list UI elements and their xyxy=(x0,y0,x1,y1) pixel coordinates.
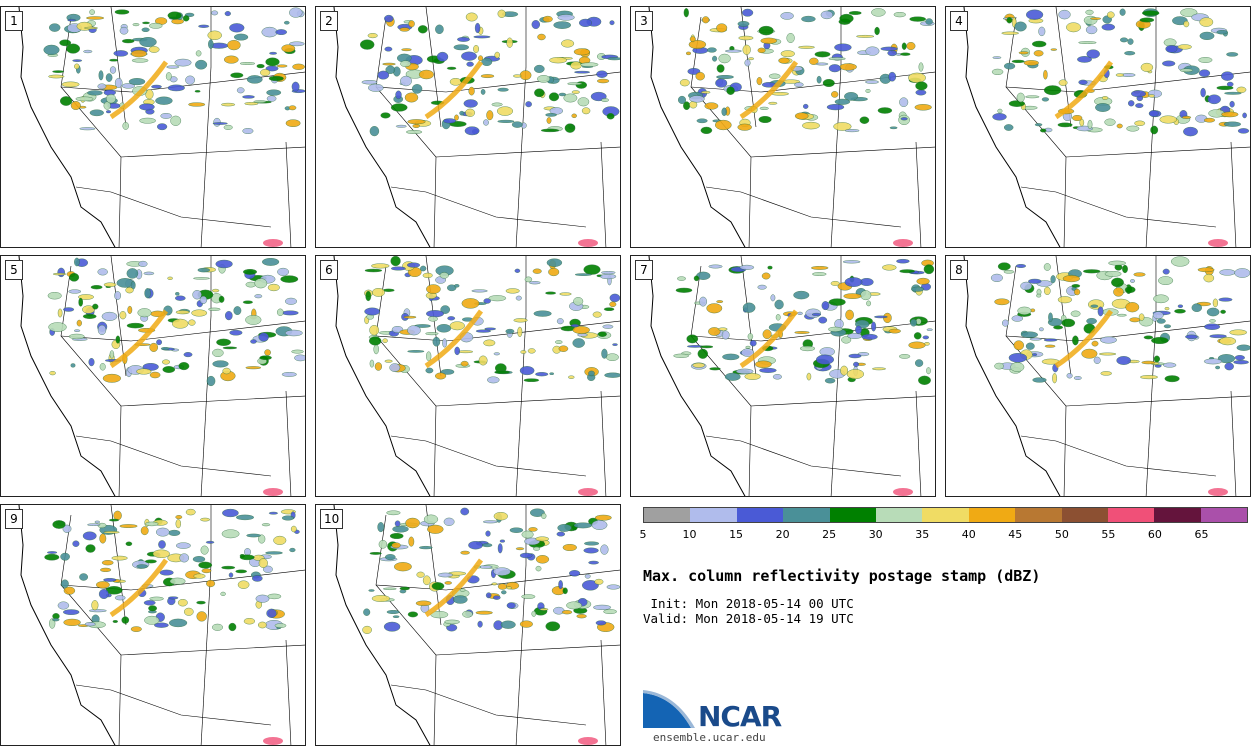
colorbar-tick-label: 65 xyxy=(1194,528,1209,541)
colorbar-tick-label: 25 xyxy=(822,528,837,541)
stamp-panel-7: 7 xyxy=(630,255,936,497)
colorbar-tick-label: 40 xyxy=(961,528,976,541)
ncar-logo-text: NCAR xyxy=(698,700,782,733)
map-region-icon xyxy=(648,256,935,496)
site-url: ensemble.ucar.edu xyxy=(653,731,766,744)
colorbar-segment xyxy=(783,508,830,522)
colorbar-segment xyxy=(1015,508,1062,522)
colorbar-segment xyxy=(690,508,737,522)
colorbar-tick-label: 60 xyxy=(1147,528,1162,541)
valid-time: Valid: Mon 2018-05-14 19 UTC xyxy=(643,611,854,626)
stamp-panel-3: 3 xyxy=(630,6,936,248)
colorbar-segment xyxy=(1200,508,1248,522)
map-region-icon xyxy=(963,7,1250,247)
colorbar-tick-label: 10 xyxy=(682,528,697,541)
stamp-panel-5: 5 xyxy=(0,255,306,497)
stamp-panel-1: 1 xyxy=(0,6,306,248)
member-number: 4 xyxy=(950,11,968,31)
member-number: 6 xyxy=(320,260,338,280)
map-region-icon xyxy=(648,7,935,247)
member-number: 3 xyxy=(635,11,653,31)
colorbar-tick-label: 50 xyxy=(1054,528,1069,541)
colorbar-tick-label: 45 xyxy=(1008,528,1023,541)
ncar-logo-icon xyxy=(643,690,695,728)
member-number: 2 xyxy=(320,11,338,31)
member-number: 8 xyxy=(950,260,968,280)
stamp-panel-8: 8 xyxy=(945,255,1251,497)
colorbar-ticks: 5 10 15 20 25 30 35 40 45 50 55 60 65 xyxy=(639,528,1248,542)
colorbar-segment xyxy=(1107,508,1155,522)
colorbar-segment xyxy=(968,508,1016,522)
map-region-icon xyxy=(18,256,305,496)
member-number: 9 xyxy=(5,509,23,529)
member-number: 5 xyxy=(5,260,23,280)
colorbar-tick-label: 20 xyxy=(775,528,790,541)
stamp-panel-4: 4 xyxy=(945,6,1251,248)
colorbar-segment xyxy=(736,508,784,522)
colorbar-segment xyxy=(922,508,969,522)
colorbar-tick-label: 15 xyxy=(729,528,744,541)
reflectivity-colorbar xyxy=(643,507,1248,523)
map-region-icon xyxy=(333,7,620,247)
map-region-icon xyxy=(963,256,1250,496)
colorbar-segment xyxy=(1061,508,1108,522)
map-region-icon xyxy=(333,256,620,496)
colorbar-tick-label: 55 xyxy=(1101,528,1116,541)
colorbar-tick-label: 5 xyxy=(639,528,647,541)
stamp-panel-10: 10 xyxy=(315,504,621,746)
colorbar-segment xyxy=(1154,508,1201,522)
colorbar-segment xyxy=(829,508,876,522)
stamp-panel-2: 2 xyxy=(315,6,621,248)
map-region-icon xyxy=(333,505,620,745)
stamp-panel-9: 9 xyxy=(0,504,306,746)
colorbar-segment xyxy=(875,508,923,522)
map-region-icon xyxy=(18,505,305,745)
member-number: 1 xyxy=(5,11,23,31)
map-region-icon xyxy=(18,7,305,247)
stamp-panel-6: 6 xyxy=(315,255,621,497)
colorbar-tick-label: 30 xyxy=(868,528,883,541)
member-number: 10 xyxy=(320,509,344,529)
init-time: Init: Mon 2018-05-14 00 UTC xyxy=(643,596,854,611)
colorbar-segment xyxy=(644,508,691,522)
member-number: 7 xyxy=(635,260,653,280)
colorbar-tick-label: 35 xyxy=(915,528,930,541)
plot-title: Max. column reflectivity postage stamp (… xyxy=(643,567,1041,585)
